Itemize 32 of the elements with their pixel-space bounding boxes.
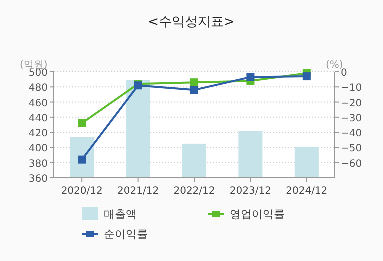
y2-tick-label: −40 bbox=[341, 128, 362, 140]
x-tick-label: 2022/12 bbox=[174, 186, 216, 197]
chart-title: <수익성지표> bbox=[148, 15, 235, 30]
y-tick-label: 500 bbox=[28, 68, 48, 79]
y2-tick-label: −20 bbox=[341, 98, 362, 110]
legend-label: 매출액 bbox=[104, 208, 137, 221]
y-tick-label: 440 bbox=[28, 113, 48, 124]
point bbox=[246, 73, 255, 82]
point bbox=[190, 86, 198, 94]
y-tick-label: 460 bbox=[28, 98, 48, 110]
y-tick-label: 380 bbox=[28, 158, 48, 170]
y2-tick-label: 0 bbox=[341, 68, 348, 79]
y-tick-label: 480 bbox=[28, 83, 48, 94]
y-tick-label: 400 bbox=[28, 144, 48, 155]
x-tick-label: 2023/12 bbox=[230, 186, 272, 197]
point bbox=[78, 119, 86, 128]
y2-axis-title: (%) bbox=[326, 60, 344, 71]
y-tick-label: 360 bbox=[28, 174, 48, 185]
legend-label: 영업이익률 bbox=[230, 208, 285, 221]
x-tick-label: 2021/12 bbox=[118, 186, 160, 197]
x-tick-label: 2020/12 bbox=[61, 186, 103, 197]
y2-tick-label: −60 bbox=[341, 158, 362, 170]
y2-tick-label: −10 bbox=[341, 83, 362, 94]
point bbox=[302, 72, 311, 81]
y-tick-label: 420 bbox=[28, 128, 48, 140]
legend-label: 순이익률 bbox=[104, 228, 148, 241]
point bbox=[190, 78, 198, 87]
x-tick-label: 2024/12 bbox=[286, 186, 328, 197]
y2-tick-label: −50 bbox=[341, 144, 362, 155]
point bbox=[78, 156, 86, 164]
y-axis-title: (억원) bbox=[20, 60, 48, 71]
y2-tick-label: −30 bbox=[341, 113, 362, 124]
